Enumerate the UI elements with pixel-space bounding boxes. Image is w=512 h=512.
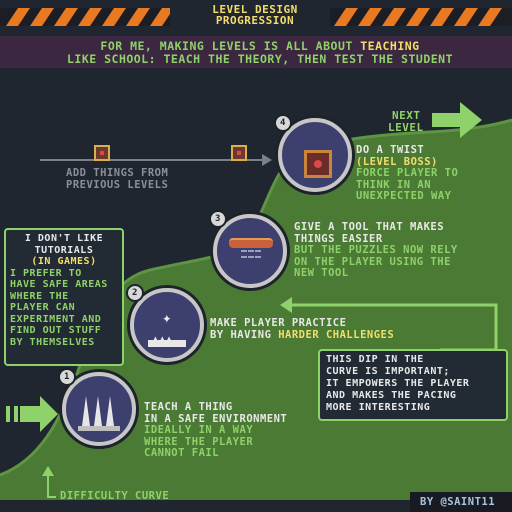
step-3-sub-1: BUT THE PUZZLES NOW RELY [294, 244, 458, 256]
step-1-title: TEACH A THING [144, 401, 233, 413]
dip-note: THIS DIP IN THE CURVE IS IMPORTANT; IT E… [318, 349, 508, 421]
step-2-title: MAKE PLAYER PRACTICE [210, 317, 347, 329]
tutorials-note-body-3: WHERE THE [10, 290, 69, 302]
step-2-title-2-pre: BY HAVING [210, 328, 279, 341]
add-things-arrow [40, 145, 272, 166]
step-4-badge: 4 [274, 114, 292, 132]
step-4-sub-1: FORCE PLAYER TO [356, 167, 459, 179]
dip-note-line-1: THIS DIP IN THE [326, 354, 424, 365]
title-line-2: PROGRESSION [215, 14, 295, 27]
curve-label-arrowhead [42, 466, 54, 476]
tutorials-note-line-2: TUTORIALS [34, 244, 94, 256]
intro-banner [0, 36, 512, 68]
next-level-line-1: NEXT [392, 109, 421, 122]
step-3-sub-2: ON THE PLAYER USING THE [294, 255, 451, 268]
step-4-title: DO A TWIST [356, 144, 425, 156]
tutorials-note-body-5: EXPERIMENT AND [10, 313, 102, 325]
step-4-sub-2: THINK IN AN [356, 178, 432, 191]
header-stripes-right [330, 8, 512, 26]
spike-row-icon: ▲▲▲ [153, 334, 174, 343]
step-2-badge: 2 [126, 284, 144, 302]
next-level-line-2: LEVEL [388, 120, 424, 134]
step-2-circle: ✦ ▲▲▲ [130, 288, 204, 362]
step-3-text: GIVE A TOOL THAT MAKES THINGS EASIER BUT… [294, 221, 458, 280]
tutorials-note: I DON'T LIKE TUTORIALS (IN GAMES) I PREF… [4, 228, 124, 366]
dip-note-line-5: MORE INTERESTING [326, 402, 431, 413]
step-3-circle [213, 214, 287, 288]
add-things-label: ADD THINGS FROM PREVIOUS LEVELS [66, 167, 169, 191]
step-4-sub-3: UNEXPECTED WAY [356, 190, 452, 202]
step-2-highlight: HARDER CHALLENGES [278, 328, 395, 341]
step-3-badge: 3 [209, 210, 227, 228]
step-1-sub-1: IDEALLY IN A WAY [144, 424, 254, 436]
credit-tab [410, 492, 512, 512]
dip-note-line-2: CURVE IS IMPORTANT; [326, 366, 450, 377]
step-1-title-2: IN A SAFE ENVIRONMENT [144, 412, 288, 425]
title-line-1: LEVEL DESIGN [212, 3, 298, 16]
credit-text: BY @SAINT11 [420, 496, 496, 508]
step-1-sub-2: WHERE THE PLAYER [144, 435, 254, 448]
intro-text: FOR ME, MAKING LEVELS IS ALL ABOUT TEACH… [30, 40, 490, 66]
step-1-sub-3: CANNOT FAIL [144, 447, 220, 459]
tutorials-note-body-6: FIND OUT STUFF [10, 325, 102, 336]
step-4-text: DO A TWIST (LEVEL BOSS) FORCE PLAYER TO … [356, 144, 459, 203]
page-title: LEVEL DESIGN PROGRESSION [180, 4, 330, 26]
dip-arrow-head [280, 297, 292, 313]
step-4-circle [278, 118, 352, 192]
add-things-line-1: ADD THINGS FROM [66, 167, 169, 179]
step-2-text: MAKE PLAYER PRACTICE BY HAVING HARDER CH… [210, 317, 395, 341]
dip-note-line-3: IT EMPOWERS THE PLAYER [326, 378, 470, 389]
intro-line-2: LIKE SCHOOL: TEACH THE THEORY, THEN TEST… [66, 52, 454, 66]
tutorials-note-line-3: (IN GAMES) [31, 256, 97, 267]
step-1-circle [62, 372, 136, 446]
step-1-badge: 1 [58, 368, 76, 386]
step-3-title: GIVE A TOOL THAT MAKES [294, 221, 445, 233]
intro-highlight: TEACHING [360, 39, 420, 53]
player-jump-icon: ✦ [162, 308, 172, 327]
boss-block-icon [304, 150, 332, 178]
tutorials-note-body-7: BY THEMSELVES [10, 336, 95, 348]
next-level-arrow [432, 102, 482, 138]
intro-line-1-pre: FOR ME, MAKING LEVELS IS ALL ABOUT [100, 39, 361, 53]
step-3-title-2: THINGS EASIER [294, 232, 383, 245]
add-things-line-2: PREVIOUS LEVELS [66, 178, 169, 191]
curve-label-bracket [47, 470, 56, 498]
tutorials-note-body-4: PLAYER CAN [10, 302, 76, 313]
intro-line-1: FOR ME, MAKING LEVELS IS ALL ABOUT TEACH… [30, 40, 490, 53]
step-3-sub-3: NEW TOOL [294, 267, 349, 279]
step-4-title-sub: (LEVEL BOSS) [356, 155, 438, 168]
tutorials-note-line-1: I DON'T LIKE [24, 233, 104, 244]
spikes-icon [76, 392, 122, 432]
spring-platform-icon [229, 238, 273, 248]
entry-arrow [6, 396, 58, 432]
header-stripes-left [0, 8, 170, 26]
dip-note-line-4: AND MAKES THE PACING [326, 390, 457, 401]
step-1-text: TEACH A THING IN A SAFE ENVIRONMENT IDEA… [144, 401, 288, 460]
tutorials-note-body-2: HAVE SAFE AREAS [10, 279, 108, 290]
difficulty-curve-label: DIFFICULTY CURVE [60, 490, 170, 502]
tutorials-note-body-1: I PREFER TO [10, 267, 82, 279]
next-level-label: NEXT LEVEL [388, 110, 424, 133]
